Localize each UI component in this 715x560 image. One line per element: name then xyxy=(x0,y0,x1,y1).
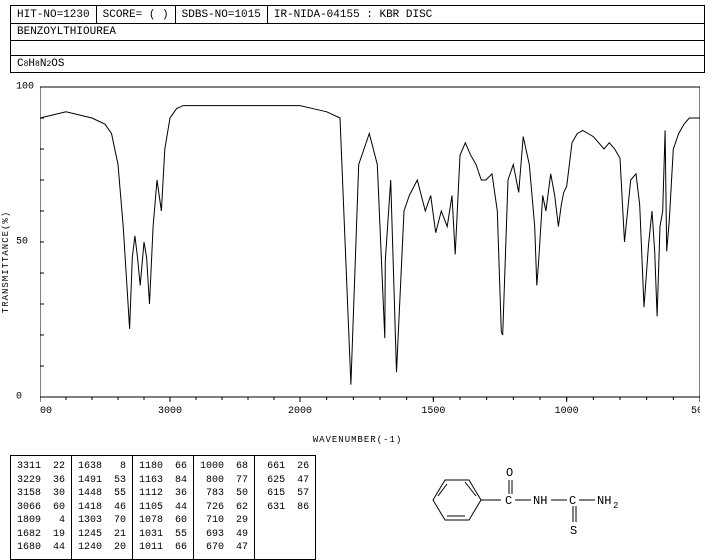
score: SCORE= ( ) xyxy=(97,6,176,23)
formula-os: OS xyxy=(51,58,64,70)
structure-diagram: C O NH C S NH 2 xyxy=(340,455,705,545)
formula-h: H xyxy=(28,58,35,70)
x-tick-label: 2000 xyxy=(288,406,312,417)
formula-c: C xyxy=(17,58,24,70)
x-tick-label: 500 xyxy=(691,406,700,417)
nh2-sub: 2 xyxy=(613,501,618,511)
nh-label: NH xyxy=(533,494,547,508)
peak-column: 1638 8 1491 53 1448 55 1418 46 1303 70 1… xyxy=(72,456,133,559)
o-label: O xyxy=(506,466,513,480)
y-tick-label: 100 xyxy=(16,82,34,93)
peak-column: 661 26 625 47 615 57 631 86 xyxy=(255,456,315,559)
ir-nida: IR-NIDA-04155 : KBR DISC xyxy=(268,6,704,23)
formula: C8H8N2OS xyxy=(10,55,705,73)
hit-no: HIT-NO=1230 xyxy=(11,6,97,23)
chart-area: TRANSMITTANCE(%) 40003000200015001000500… xyxy=(10,77,705,447)
y-tick-label: 50 xyxy=(16,237,28,248)
bottom-section: 3311 22 3229 36 3158 30 3066 60 1809 4 1… xyxy=(10,455,705,560)
header-bar: HIT-NO=1230 SCORE= ( ) SDBS-NO=1015 IR-N… xyxy=(10,5,705,23)
x-tick-label: 1000 xyxy=(555,406,579,417)
x-tick-label: 1500 xyxy=(421,406,445,417)
x-axis-label: WAVENUMBER(-1) xyxy=(313,435,403,445)
spectrum-chart: 4000 3000 2000 1500 1000 500 xyxy=(40,77,700,427)
peak-table: 3311 22 3229 36 3158 30 3066 60 1809 4 1… xyxy=(10,455,316,560)
formula-n: N xyxy=(40,58,47,70)
c1-label: C xyxy=(505,494,512,508)
x-tick-label: 3000 xyxy=(158,406,182,417)
nh2-label: NH xyxy=(597,494,611,508)
peak-column: 1000 68 800 77 783 50 726 62 710 29 693 … xyxy=(194,456,255,559)
s-label: S xyxy=(570,524,577,538)
x-tick-label: 4000 xyxy=(40,406,52,417)
spacer xyxy=(10,41,705,55)
c2-label: C xyxy=(569,494,576,508)
y-axis-label: TRANSMITTANCE(%) xyxy=(1,211,11,313)
sdbs-no: SDBS-NO=1015 xyxy=(176,6,268,23)
peak-column: 1180 66 1163 84 1112 36 1105 44 1078 60 … xyxy=(133,456,194,559)
y-tick-label: 0 xyxy=(16,392,22,403)
peak-column: 3311 22 3229 36 3158 30 3066 60 1809 4 1… xyxy=(11,456,72,559)
compound-name: BENZOYLTHIOUREA xyxy=(10,23,705,41)
